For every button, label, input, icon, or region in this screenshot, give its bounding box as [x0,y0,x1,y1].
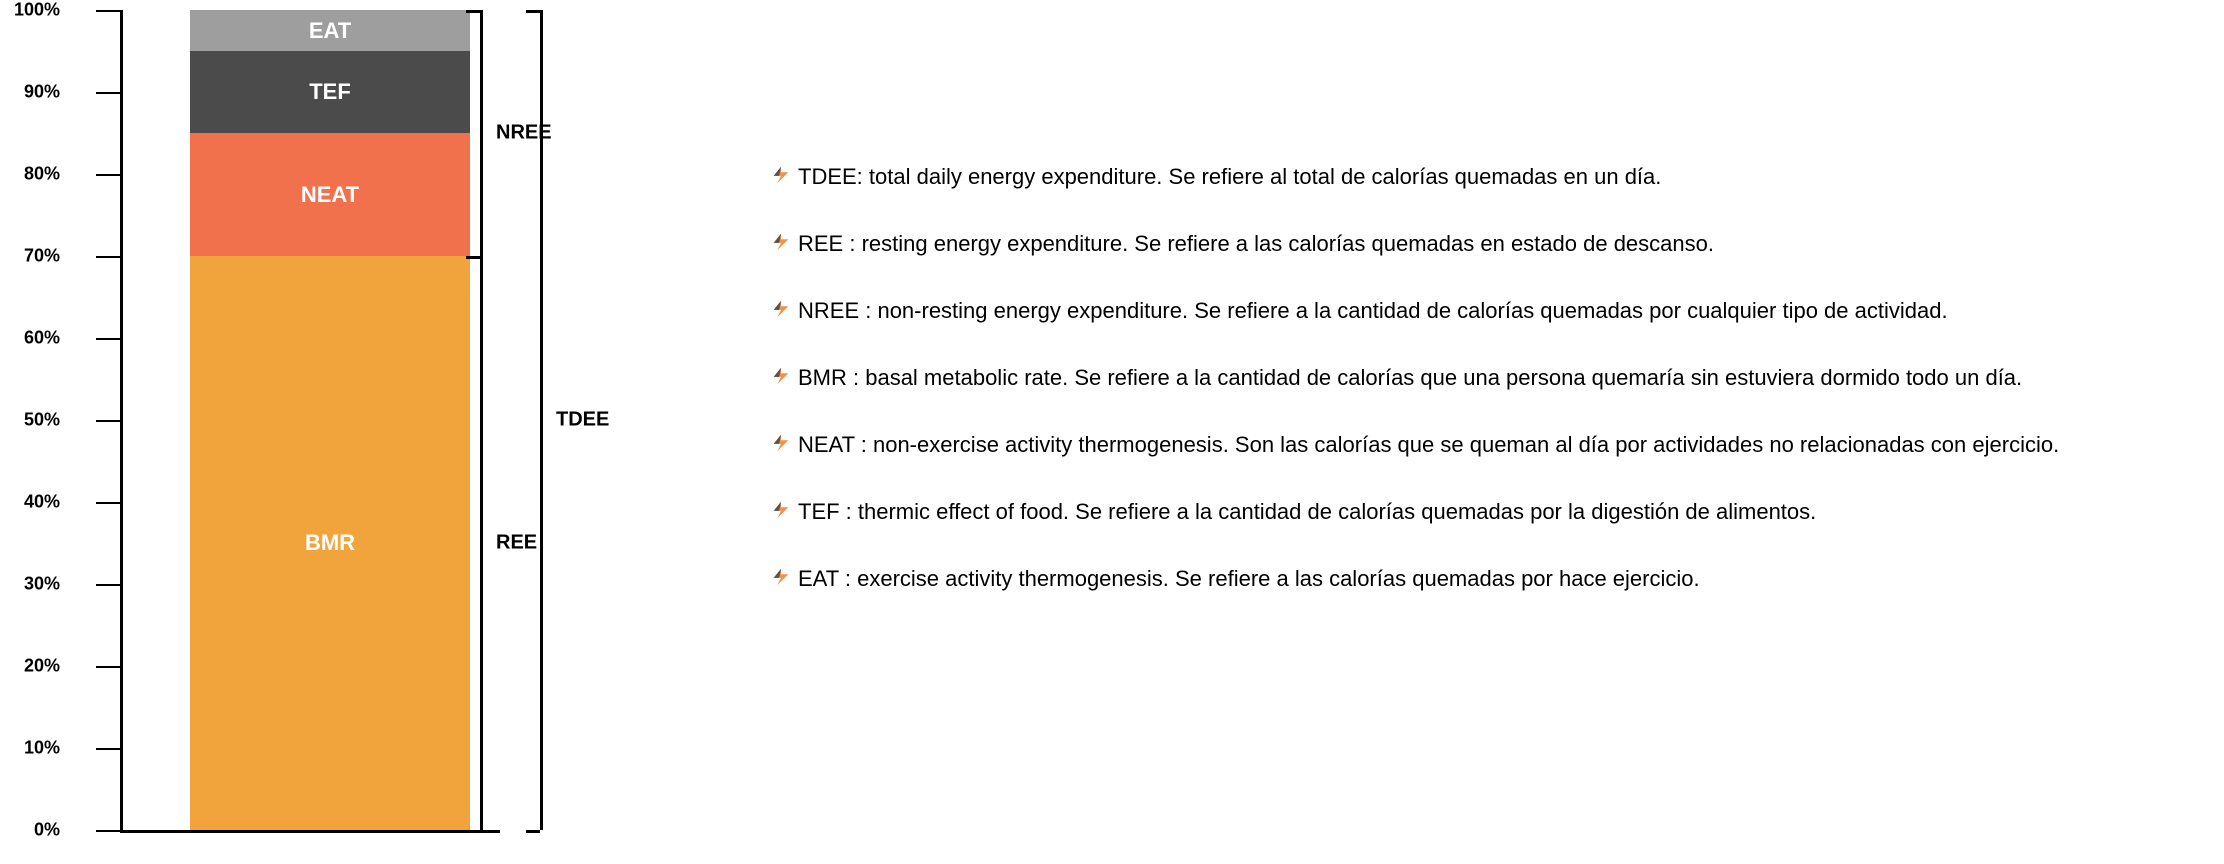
bolt-icon [770,164,792,186]
segment-bmr: BMR [190,256,470,830]
bracket-tdee [540,10,543,830]
segment-label-tef: TEF [309,79,351,105]
definition-item: REE : resting energy expenditure. Se ref… [770,227,2170,260]
y-tick-label: 40% [5,492,60,513]
definition-text: TDEE: total daily energy expenditure. Se… [798,160,2170,193]
y-tick-label: 10% [5,738,60,759]
bolt-icon [770,566,792,588]
y-tick-label: 70% [5,246,60,267]
x-axis-line [120,830,500,833]
bracket-ree [480,256,483,830]
segment-tef: TEF [190,51,470,133]
chart-container: 0%10%20%30%40%50%60%70%80%90%100% BMR NEA… [60,10,620,830]
y-tick-label: 90% [5,82,60,103]
segment-label-neat: NEAT [301,182,359,208]
definition-item: TDEE: total daily energy expenditure. Se… [770,160,2170,193]
definition-item: NREE : non-resting energy expenditure. S… [770,294,2170,327]
bolt-icon [770,365,792,387]
y-tick-label: 60% [5,328,60,349]
definition-text: NREE : non-resting energy expenditure. S… [798,294,2170,327]
y-axis-line [120,10,123,830]
y-tick-label: 30% [5,574,60,595]
y-axis: 0%10%20%30%40%50%60%70%80%90%100% [60,10,120,830]
y-tick [96,830,120,832]
y-tick [96,502,120,504]
y-tick-label: 80% [5,164,60,185]
definitions-list: TDEE: total daily energy expenditure. Se… [770,160,2170,629]
y-tick [96,420,120,422]
bolt-icon [770,432,792,454]
y-tick [96,10,120,12]
bracket-label-ree: REE [496,532,537,555]
segment-eat: EAT [190,10,470,51]
y-tick [96,584,120,586]
stacked-bar: BMR NEAT TEF EAT [190,10,470,830]
y-tick-label: 100% [5,0,60,21]
bolt-icon [770,499,792,521]
y-tick [96,338,120,340]
y-tick-label: 50% [5,410,60,431]
y-tick-label: 0% [5,820,60,841]
bracket-nree [480,10,483,256]
segment-label-bmr: BMR [305,530,355,556]
y-tick [96,666,120,668]
bolt-icon [770,298,792,320]
y-tick [96,92,120,94]
definition-text: TEF : thermic effect of food. Se refiere… [798,495,2170,528]
y-tick [96,174,120,176]
definition-text: BMR : basal metabolic rate. Se refiere a… [798,361,2170,394]
y-tick [96,748,120,750]
bracket-label-tdee: TDEE [556,409,609,432]
y-tick [96,256,120,258]
definition-item: TEF : thermic effect of food. Se refiere… [770,495,2170,528]
definition-item: EAT : exercise activity thermogenesis. S… [770,562,2170,595]
segment-neat: NEAT [190,133,470,256]
y-tick-label: 20% [5,656,60,677]
definition-text: NEAT : non-exercise activity thermogenes… [798,428,2170,461]
segment-label-eat: EAT [309,18,351,44]
bracket-label-nree: NREE [496,122,552,145]
bolt-icon [770,231,792,253]
definition-text: REE : resting energy expenditure. Se ref… [798,227,2170,260]
definition-text: EAT : exercise activity thermogenesis. S… [798,562,2170,595]
definition-item: BMR : basal metabolic rate. Se refiere a… [770,361,2170,394]
definition-item: NEAT : non-exercise activity thermogenes… [770,428,2170,461]
